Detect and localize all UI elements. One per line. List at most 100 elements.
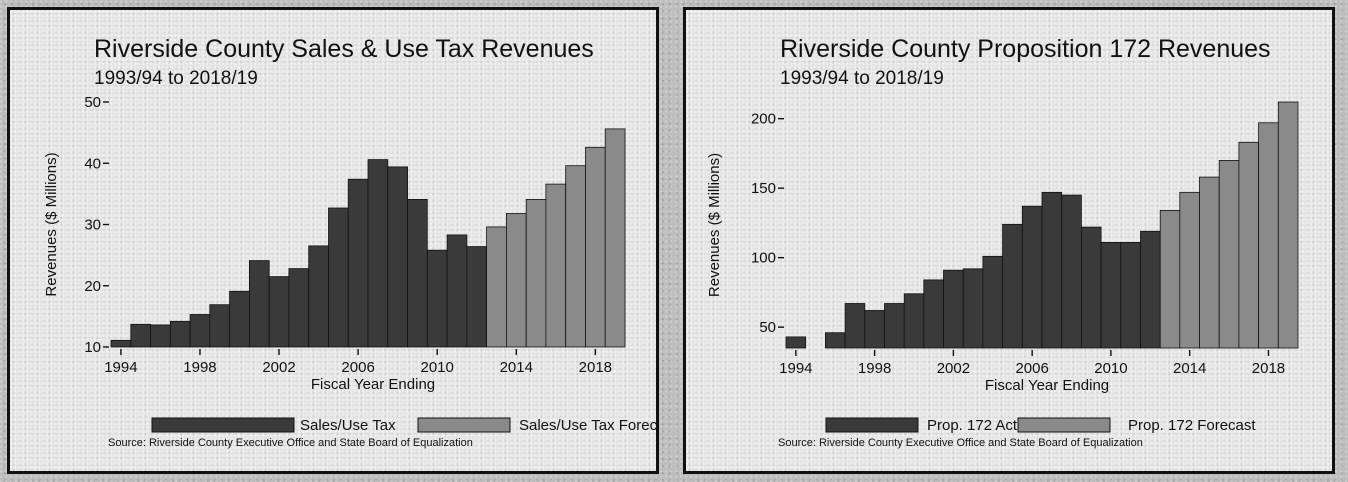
bar-actual-2011 <box>446 234 468 348</box>
bar-actual-2012 <box>466 246 487 348</box>
x-tick-label: 2002 <box>262 359 295 376</box>
bar-actual-2004 <box>308 245 329 348</box>
bar-actual-2007 <box>1041 191 1063 349</box>
bar-actual-1997 <box>169 320 191 348</box>
y-tick-label: 40 <box>84 155 101 172</box>
y-tick-label: 100 <box>751 250 776 267</box>
x-tick-label: 2010 <box>421 359 454 376</box>
bar-actual-2001 <box>923 279 944 349</box>
bar-forecast-2014 <box>1179 191 1200 349</box>
bar-forecast-2017 <box>1238 141 1260 349</box>
bar-actual-1996 <box>824 332 846 349</box>
bar-actual-2003 <box>288 268 310 348</box>
bar-actual-1998 <box>189 314 211 348</box>
bar-actual-2006 <box>347 178 369 348</box>
bar-actual-2009 <box>407 198 428 348</box>
x-axis: 1994 1998 2002 2006 2010 2014 2018 <box>779 350 1285 377</box>
bar-actual-2001 <box>248 260 270 348</box>
bar-actual-2010 <box>426 249 448 348</box>
x-tick-label: 1994 <box>104 359 137 376</box>
bar-forecast-2017 <box>565 165 586 348</box>
source-note: Source: Riverside County Executive Offic… <box>108 437 473 449</box>
bar-forecast-2016 <box>545 183 567 348</box>
y-axis: 10 20 30 40 50 <box>84 94 109 356</box>
bar-actual-1997 <box>844 303 866 349</box>
x-tick-label: 2006 <box>1015 360 1048 377</box>
bar-actual-2005 <box>1002 223 1023 349</box>
x-axis-label: Fiscal Year Ending <box>311 376 435 393</box>
bar-actual-2008 <box>387 166 408 348</box>
chart-subtitle: 1993/94 to 2018/19 <box>94 68 258 89</box>
x-tick-label: 1998 <box>858 360 891 377</box>
bar-forecast-2019 <box>604 128 626 348</box>
bar-actual-2012 <box>1140 230 1161 349</box>
y-tick-label: 50 <box>84 94 101 111</box>
bar-forecast-2013 <box>1159 209 1181 349</box>
x-tick-label: 2014 <box>1173 360 1206 377</box>
legend-swatch-prop-172-forecast <box>1017 417 1111 433</box>
y-tick-label: 150 <box>751 180 776 197</box>
bar-forecast-2018 <box>585 146 606 348</box>
bar-actual-2005 <box>328 207 349 348</box>
prop-172-chart: Riverside County Proposition 172 Revenue… <box>706 35 1299 449</box>
x-tick-label: 2018 <box>1252 360 1285 377</box>
legend-swatch-prop-172-actual <box>825 417 919 433</box>
chart-panel-sales-tax: Riverside County Sales & Use Tax Revenue… <box>7 7 659 474</box>
x-tick-label: 2006 <box>341 359 374 376</box>
bar-actual-2010 <box>1100 241 1122 349</box>
x-axis: 1994 1998 2002 2006 2010 2014 2018 <box>104 349 612 376</box>
bar-actual-1999 <box>209 304 231 348</box>
y-tick-label: 200 <box>751 111 776 128</box>
bar-actual-2004 <box>982 255 1003 349</box>
bar-group <box>110 128 626 348</box>
bar-actual-1994 <box>110 339 132 348</box>
bar-forecast-2015 <box>1199 176 1220 349</box>
sales-tax-chart: Riverside County Sales & Use Tax Revenue… <box>43 35 656 449</box>
x-tick-label: 2002 <box>937 360 970 377</box>
legend-swatch-sales-use-tax-forecast <box>417 417 511 433</box>
legend-label-sales-use-tax-forecast: Sales/Use Tax Forecast <box>519 417 656 434</box>
x-tick-label: 1994 <box>779 360 812 377</box>
bar-actual-2002 <box>943 269 964 349</box>
chart-title: Riverside County Sales & Use Tax Revenue… <box>94 35 594 63</box>
bar-actual-2007 <box>367 159 389 348</box>
bar-forecast-2015 <box>525 198 547 348</box>
bar-forecast-2016 <box>1218 159 1240 349</box>
bar-forecast-2013 <box>486 226 507 348</box>
legend: Prop. 172 Actual Prop. 172 Forecast <box>825 417 1256 434</box>
chart-title: Riverside County Proposition 172 Revenue… <box>780 35 1271 63</box>
bar-actual-2008 <box>1061 194 1082 349</box>
y-tick-label: 30 <box>84 217 101 234</box>
bar-actual-1994 <box>785 336 807 349</box>
x-axis-label: Fiscal Year Ending <box>985 377 1109 394</box>
legend-label-sales-use-tax: Sales/Use Tax <box>300 417 396 434</box>
bar-actual-1996 <box>150 324 171 348</box>
legend-label-prop-172-actual: Prop. 172 Actual <box>927 417 1037 434</box>
bar-actual-2003 <box>962 268 984 349</box>
x-tick-label: 2010 <box>1094 360 1127 377</box>
bar-actual-2000 <box>903 293 925 349</box>
bar-forecast-2014 <box>505 213 527 348</box>
y-tick-label: 50 <box>759 319 776 336</box>
bar-actual-2011 <box>1120 241 1141 349</box>
bar-actual-2000 <box>229 290 250 348</box>
legend-label-prop-172-forecast: Prop. 172 Forecast <box>1128 417 1256 434</box>
legend: Sales/Use Tax Sales/Use Tax Forecast <box>151 417 656 434</box>
legend-swatch-sales-use-tax <box>151 417 295 433</box>
y-axis-label: Revenues ($ Millions) <box>706 153 723 297</box>
chart-panel-prop-172: Riverside County Proposition 172 Revenue… <box>683 7 1335 474</box>
x-tick-label: 2014 <box>500 359 533 376</box>
bar-group <box>785 101 1299 349</box>
bar-actual-2009 <box>1080 226 1102 349</box>
chart-subtitle: 1993/94 to 2018/19 <box>780 68 944 89</box>
x-tick-label: 1998 <box>183 359 216 376</box>
bar-actual-1995 <box>130 323 152 348</box>
x-tick-label: 2018 <box>579 359 612 376</box>
bar-forecast-2018 <box>1258 122 1279 349</box>
y-axis: 50 100 150 200 <box>751 111 784 336</box>
bar-actual-1998 <box>864 310 885 349</box>
y-tick-label: 20 <box>84 278 101 295</box>
bar-actual-2006 <box>1021 205 1043 349</box>
y-tick-label: 10 <box>84 339 101 356</box>
bar-forecast-2019 <box>1277 101 1299 349</box>
